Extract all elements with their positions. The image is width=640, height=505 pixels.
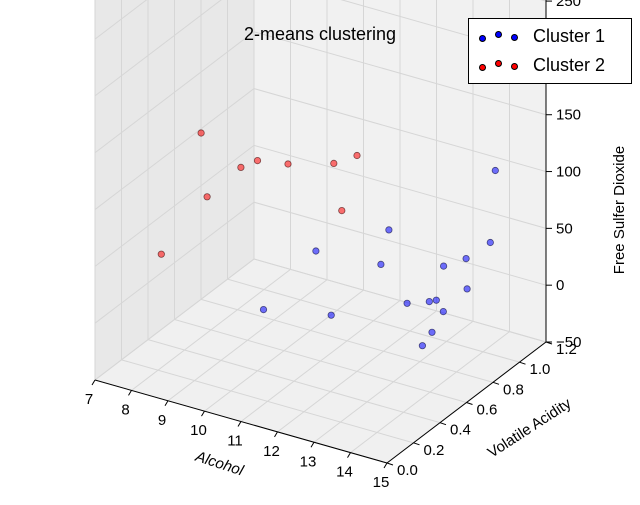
x-tick [237,421,242,427]
x-axis-label: Alcohol [192,448,246,480]
x-tick-label: 8 [121,401,129,418]
data-point-cluster-1 [432,296,440,304]
grid-line-z [94,0,547,97]
data-point-cluster-1 [425,297,433,306]
y-tick-label: 0.8 [503,381,524,398]
legend-marker-cluster-2 [477,58,523,72]
x-tick [383,462,388,469]
legend-dot [511,63,518,70]
data-point-cluster-2 [237,163,245,171]
grid-line-z [94,258,547,381]
y-tick-label: 0.6 [477,402,498,419]
y-tick [466,402,473,405]
y-tick-label: 0.4 [450,422,471,439]
x-tick-label: 13 [300,453,317,470]
x-tick-label: 11 [227,433,243,450]
x-tick [310,441,315,448]
data-point-cluster-1 [486,238,494,247]
y-axis-label: Volatile Acidity [485,395,575,462]
y-tick-label: 1.2 [556,341,577,358]
x-tick-label: 7 [85,391,93,408]
legend-marker-cluster-1 [477,29,523,43]
data-point-cluster-2 [338,207,346,215]
y-tick-label: 1.0 [530,361,551,378]
y-tick [439,422,447,426]
data-point-cluster-1 [385,226,393,234]
legend-label-cluster-2: Cluster 2 [533,54,606,75]
x-tick-label: 15 [373,474,390,491]
grid-line-z [94,31,547,154]
grid-line-z [94,201,547,324]
x-tick [91,379,96,386]
data-point-cluster-2 [203,193,211,201]
data-point-cluster-1 [463,285,471,293]
grid-line-z [94,87,547,210]
data-point-cluster-1 [491,166,499,175]
y-tick-label: 0.0 [397,462,418,479]
data-point-cluster-1 [439,262,448,270]
x-tick [164,400,169,407]
x-tick [201,410,205,417]
legend-item-cluster-1: Cluster 1 [477,24,605,48]
legend-dot [479,35,486,42]
legend-item-cluster-2: Cluster 2 [477,53,605,77]
grid-line-z [94,144,547,267]
data-point-cluster-2 [284,160,292,168]
legend-dot [495,31,502,38]
data-point-cluster-2 [353,151,361,160]
data-point-cluster-1 [259,305,268,314]
z-tick-label: −50 [556,334,581,351]
legend-label-cluster-1: Cluster 1 [533,25,606,46]
x-tick [274,431,278,438]
x-tick-label: 9 [158,412,166,429]
chart-title: 2-means clustering [244,24,396,44]
data-point-cluster-1 [403,299,411,307]
legend: Cluster 1 Cluster 2 [468,18,632,84]
legend-dot [495,60,502,67]
z-tick-label: 50 [556,220,573,237]
data-point-cluster-1 [418,342,426,350]
x-tick [347,452,351,458]
x-tick-label: 14 [336,464,353,481]
y-tick [413,442,420,446]
legend-dot [479,64,486,71]
x-tick-label: 10 [190,422,207,439]
y-tick-label: 0.2 [424,442,445,459]
data-point-cluster-1 [439,307,447,316]
z-tick-label: 0 [556,277,564,294]
data-point-cluster-2 [330,159,338,167]
data-point-cluster-1 [428,328,436,336]
z-axis-label: Free Sulfer Dioxide [611,146,628,274]
data-points [157,129,499,350]
y-tick [492,381,500,385]
z-tick-label: 250 [556,0,581,10]
x-tick [128,390,132,396]
z-tick-label: 100 [556,164,581,181]
data-point-cluster-2 [197,129,205,137]
data-point-cluster-1 [462,255,470,263]
legend-dot [511,34,518,41]
z-tick-label: 150 [556,107,581,124]
data-point-cluster-1 [327,311,335,319]
x-tick-label: 12 [263,443,280,460]
data-point-cluster-1 [312,247,320,255]
data-point-cluster-1 [377,260,385,268]
data-point-cluster-2 [253,157,262,165]
y-tick [386,462,394,466]
y-tick [519,361,526,365]
data-point-cluster-2 [157,250,165,258]
